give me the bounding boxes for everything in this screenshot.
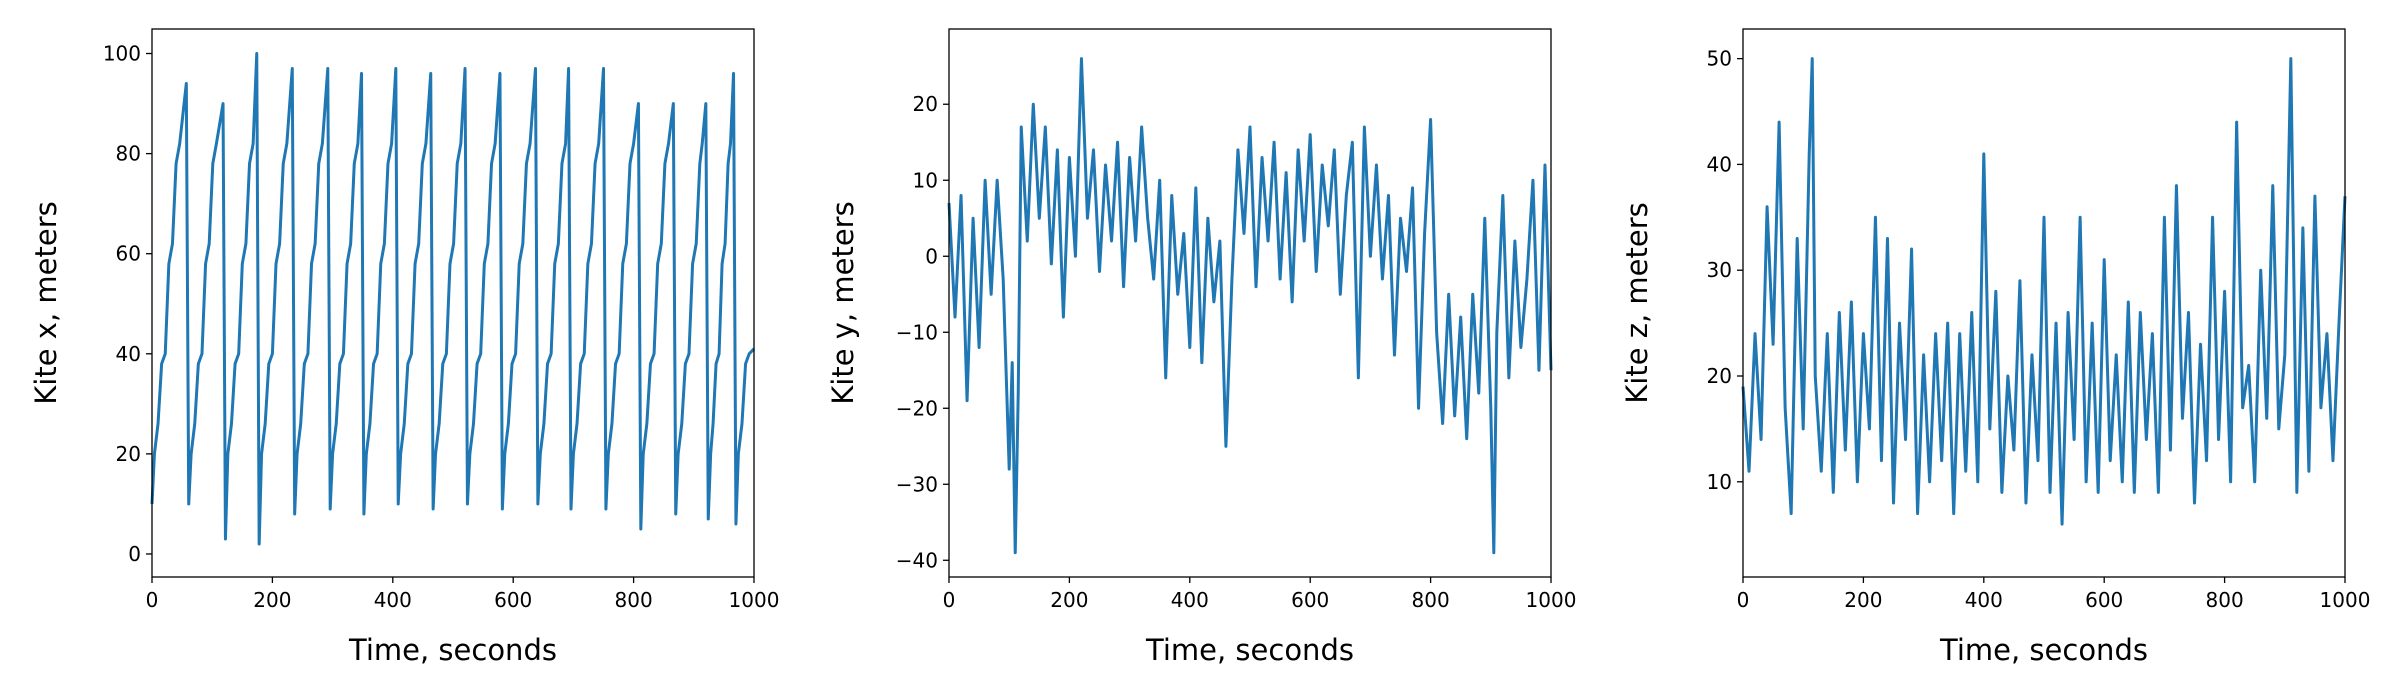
y-axis-label: Kite y, meters: [826, 201, 860, 404]
y-tick-label: 10: [913, 168, 938, 192]
x-tick-label: 600: [494, 588, 532, 612]
y-tick-label: 0: [128, 542, 141, 566]
x-tick-label: 1000: [2320, 588, 2371, 612]
y-tick-label: 40: [116, 342, 141, 366]
x-tick-label: 800: [615, 588, 653, 612]
x-tick-label: 200: [1050, 588, 1088, 612]
y-tick-label: 40: [1707, 152, 1732, 176]
x-tick-label: 1000: [729, 588, 780, 612]
x-axis-label: Time, seconds: [348, 633, 557, 667]
y-axis-label: Kite x, meters: [29, 201, 63, 404]
y-tick-label: 80: [116, 142, 141, 166]
y-tick-label: 20: [913, 92, 938, 116]
y-tick-label: −40: [896, 548, 938, 572]
x-tick-label: 0: [1737, 588, 1750, 612]
plot-frame: [151, 28, 755, 578]
y-axis-label: Kite z, meters: [1620, 202, 1654, 404]
x-tick-label: 200: [253, 588, 291, 612]
x-tick-label: 600: [2085, 588, 2123, 612]
x-tick-label: 0: [146, 588, 159, 612]
plot-frame: [1742, 28, 2346, 578]
x-tick-label: 0: [943, 588, 956, 612]
y-tick-label: 20: [1707, 364, 1732, 388]
data-line: [150, 52, 756, 546]
x-tick-label: 400: [1171, 588, 1209, 612]
x-tick-label: 600: [1291, 588, 1329, 612]
x-tick-label: 400: [374, 588, 412, 612]
y-tick-label: −10: [896, 320, 938, 344]
x-axis-label: Time, seconds: [1939, 633, 2148, 667]
y-tick-label: 60: [116, 242, 141, 266]
data-line: [1741, 57, 2347, 526]
x-tick-label: 1000: [1526, 588, 1577, 612]
x-axis-label: Time, seconds: [1145, 633, 1354, 667]
x-tick-label: 800: [1412, 588, 1450, 612]
x-tick-label: 200: [1844, 588, 1882, 612]
y-tick-label: 30: [1707, 258, 1732, 282]
x-tick-label: 400: [1965, 588, 2003, 612]
y-tick-label: 50: [1707, 47, 1732, 71]
plot-frame: [948, 28, 1552, 578]
y-tick-label: 0: [925, 244, 938, 268]
y-tick-label: 100: [103, 42, 141, 66]
x-tick-label: 800: [2206, 588, 2244, 612]
y-tick-label: 10: [1707, 470, 1732, 494]
y-tick-label: −20: [896, 396, 938, 420]
y-tick-label: 20: [116, 442, 141, 466]
data-line: [947, 57, 1553, 555]
y-tick-label: −30: [896, 472, 938, 496]
